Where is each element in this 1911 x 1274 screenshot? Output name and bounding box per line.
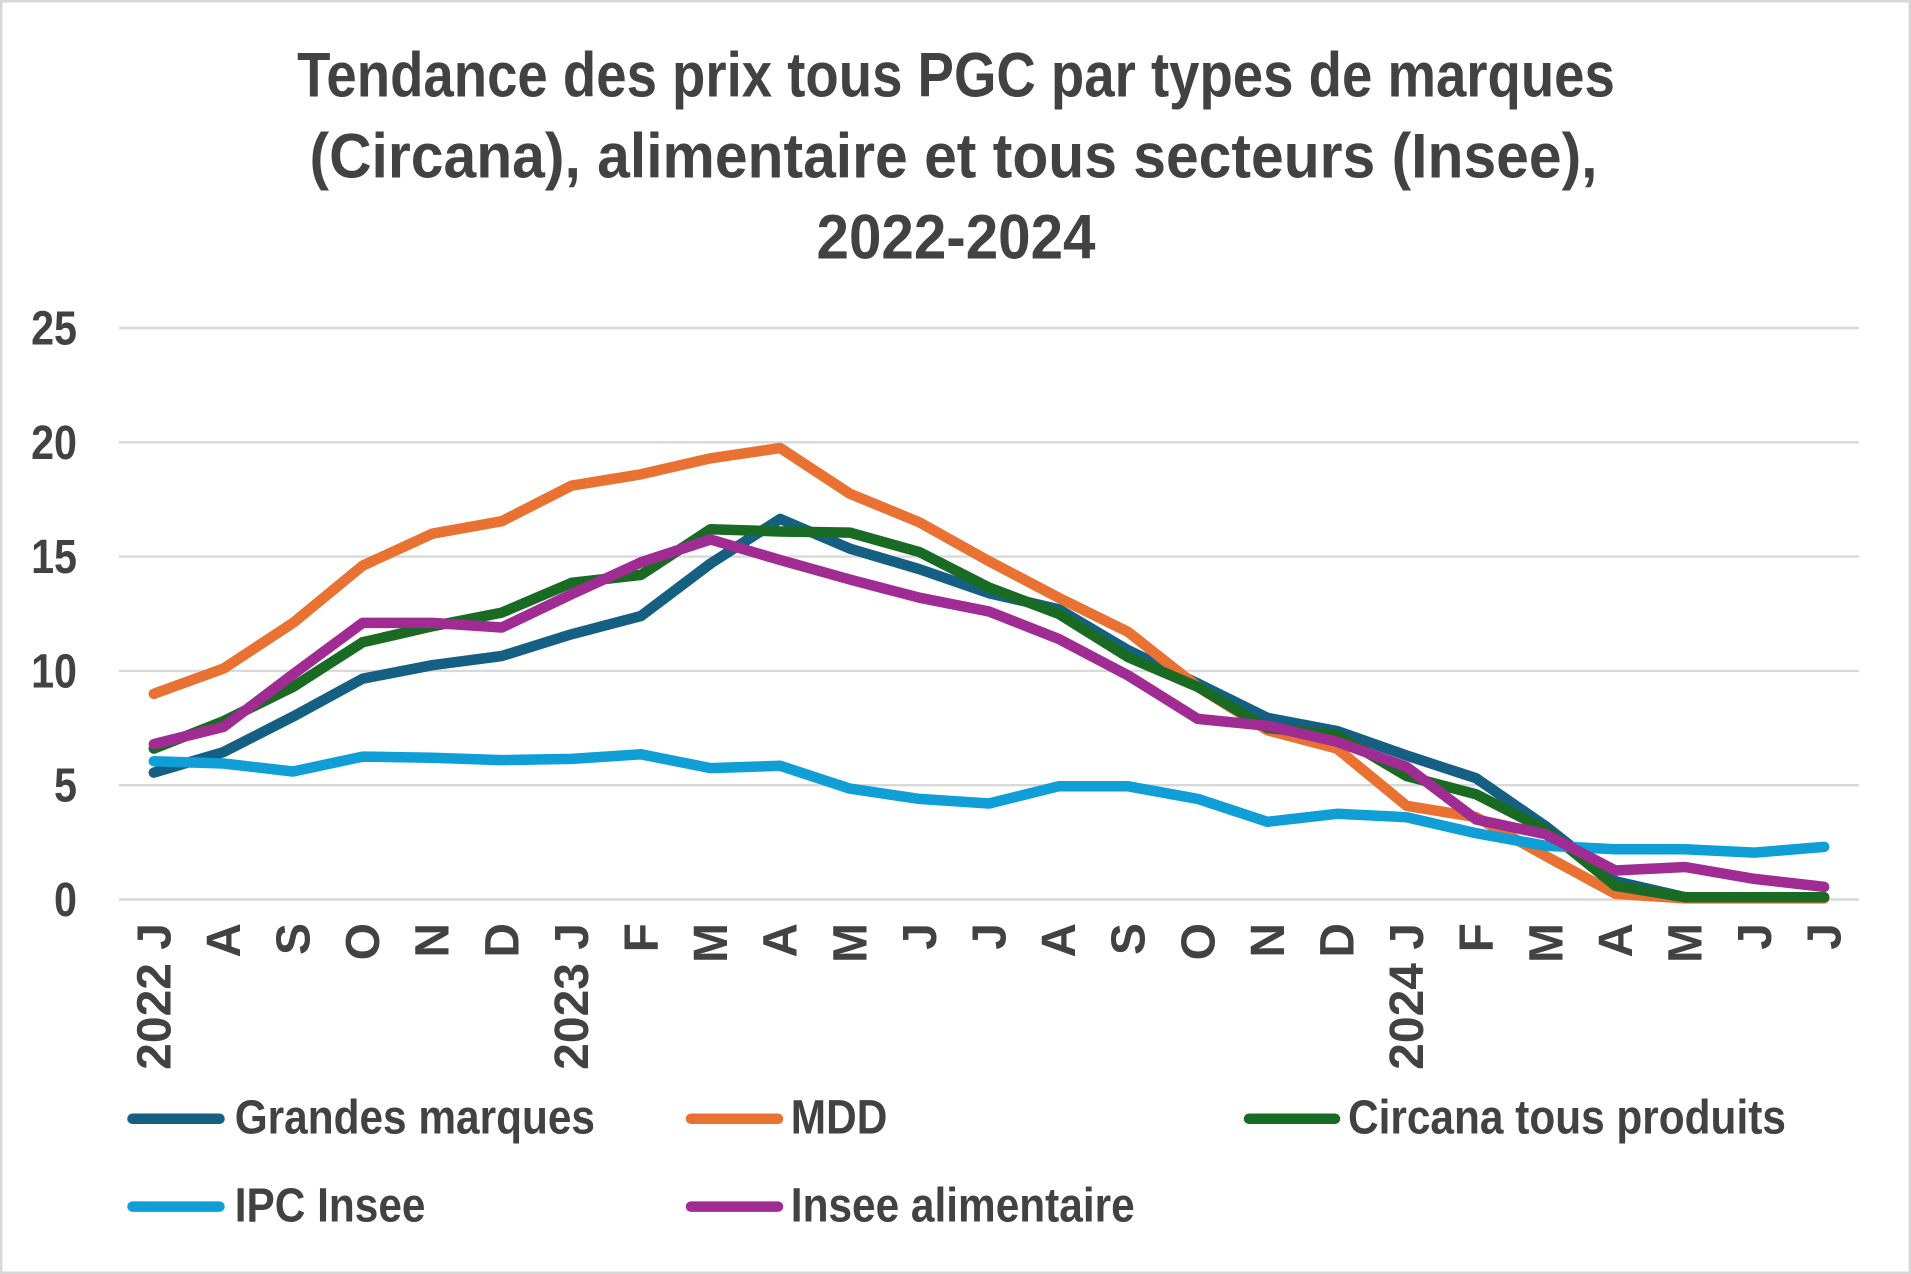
svg-text:F: F bbox=[1451, 923, 1504, 952]
svg-text:J: J bbox=[894, 923, 947, 950]
svg-text:D: D bbox=[476, 923, 529, 958]
svg-text:IPC Insee: IPC Insee bbox=[235, 1178, 426, 1232]
svg-text:10: 10 bbox=[31, 645, 77, 699]
svg-text:O: O bbox=[1172, 923, 1225, 960]
svg-text:2023 J: 2023 J bbox=[546, 923, 599, 1070]
svg-text:25: 25 bbox=[31, 302, 77, 356]
svg-text:J: J bbox=[1799, 923, 1852, 950]
svg-text:M: M bbox=[1660, 923, 1713, 963]
svg-text:J: J bbox=[964, 923, 1017, 950]
svg-text:2022-2024: 2022-2024 bbox=[817, 201, 1096, 272]
svg-text:A: A bbox=[755, 923, 808, 958]
svg-text:Grandes marques: Grandes marques bbox=[235, 1090, 595, 1144]
svg-text:Insee alimentaire: Insee alimentaire bbox=[791, 1178, 1135, 1232]
svg-text:15: 15 bbox=[31, 530, 77, 584]
svg-text:2022 J: 2022 J bbox=[128, 923, 181, 1070]
svg-text:N: N bbox=[407, 923, 460, 958]
svg-text:M: M bbox=[1520, 923, 1573, 963]
svg-text:2024 J: 2024 J bbox=[1381, 923, 1434, 1070]
svg-text:S: S bbox=[1103, 923, 1156, 955]
svg-text:A: A bbox=[1033, 923, 1086, 958]
svg-text:(Circana), alimentaire et tous: (Circana), alimentaire et tous secteurs … bbox=[309, 121, 1597, 191]
svg-text:Circana tous produits: Circana tous produits bbox=[1348, 1090, 1786, 1144]
svg-text:5: 5 bbox=[54, 759, 77, 813]
svg-text:0: 0 bbox=[54, 873, 77, 927]
svg-text:O: O bbox=[337, 923, 390, 960]
svg-text:J: J bbox=[1729, 923, 1782, 950]
svg-text:F: F bbox=[616, 923, 669, 952]
svg-text:Tendance des prix tous PGC par: Tendance des prix tous PGC par types de … bbox=[297, 41, 1615, 110]
svg-text:M: M bbox=[824, 923, 877, 963]
svg-text:N: N bbox=[1242, 923, 1295, 958]
svg-text:MDD: MDD bbox=[791, 1090, 888, 1144]
svg-text:S: S bbox=[268, 923, 321, 955]
svg-text:A: A bbox=[1590, 923, 1643, 958]
svg-text:20: 20 bbox=[31, 416, 77, 470]
svg-text:A: A bbox=[198, 923, 251, 958]
svg-text:M: M bbox=[685, 923, 738, 963]
svg-text:D: D bbox=[1312, 923, 1365, 958]
